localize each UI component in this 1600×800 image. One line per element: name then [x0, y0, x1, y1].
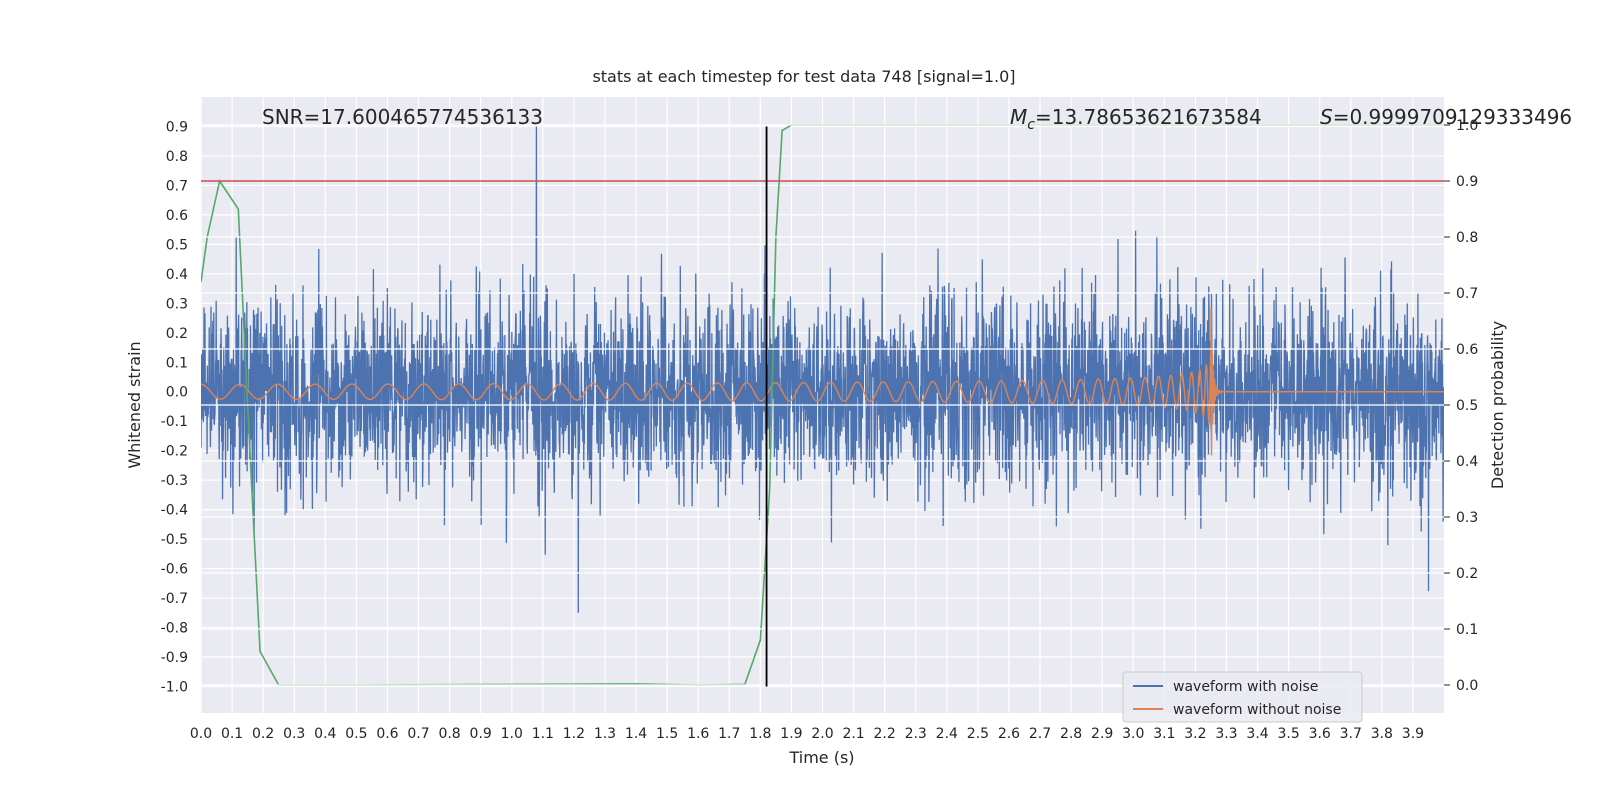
- x-tick-label: 1.1: [532, 726, 554, 742]
- x-tick-label: 2.6: [998, 726, 1020, 742]
- x-tick-label: 2.8: [1060, 726, 1082, 742]
- y-tick-label: 0.7: [166, 178, 188, 194]
- x-tick-label: 0.8: [438, 726, 460, 742]
- x-tick-label: 2.1: [842, 726, 864, 742]
- y-tick-label: -0.8: [161, 621, 188, 637]
- s-annotation: S=0.9999709129333496: [1320, 105, 1572, 129]
- x-tick-label: 3.6: [1309, 726, 1331, 742]
- x-tick-label: 2.4: [936, 726, 958, 742]
- x-tick-label: 3.5: [1277, 726, 1299, 742]
- y2-tick-label: 1.0: [1456, 118, 1478, 134]
- x-tick-label: 3.9: [1402, 726, 1424, 742]
- snr-annotation: SNR=17.600465774536133: [262, 105, 543, 129]
- x-tick-label: 0.1: [221, 726, 243, 742]
- x-tick-label: 3.1: [1153, 726, 1175, 742]
- y-tick-label: 0.0: [166, 385, 188, 401]
- x-tick-label: 3.3: [1215, 726, 1237, 742]
- x-tick-label: 3.0: [1122, 726, 1144, 742]
- y-tick-label: -1.0: [161, 679, 188, 695]
- y2-tick-label: 0.1: [1456, 622, 1478, 638]
- legend: waveform with noise waveform without nois…: [1122, 671, 1363, 723]
- y2-tick-label: 0.4: [1456, 454, 1478, 470]
- series-layer: [201, 124, 1444, 687]
- x-tick-label: 3.7: [1340, 726, 1362, 742]
- y-tick-label: -0.2: [161, 444, 188, 460]
- chirp-mass-annotation: Mc=13.78653621673584: [1010, 105, 1262, 133]
- x-tick-label: 2.3: [905, 726, 927, 742]
- x-tick-label: 0.3: [283, 726, 305, 742]
- y-tick-label: -0.1: [161, 414, 188, 430]
- y-tick-label: 0.1: [166, 355, 188, 371]
- x-tick-label: 0.6: [376, 726, 398, 742]
- x-tick-label: 1.9: [780, 726, 802, 742]
- x-tick-label: 0.4: [314, 726, 336, 742]
- y-tick-label: 0.6: [166, 208, 188, 224]
- series-line-without-noise: [201, 307, 1444, 456]
- x-tick-label: 1.6: [687, 726, 709, 742]
- x-tick-label: 1.5: [656, 726, 678, 742]
- y-tick-label: -0.5: [161, 532, 188, 548]
- y-tick-label: -0.6: [161, 562, 188, 578]
- series-line-detection-probability: [201, 124, 1444, 686]
- y2-tick-label: 0.8: [1456, 230, 1478, 246]
- y-tick-label: 0.9: [166, 119, 188, 135]
- y2-tick-label: 0.0: [1456, 678, 1478, 694]
- chart-title: stats at each timestep for test data 748…: [592, 67, 1015, 86]
- y-axis-label: Whitened strain: [125, 341, 144, 468]
- legend-label: waveform with noise: [1173, 679, 1318, 695]
- legend-label: waveform without noise: [1173, 702, 1341, 718]
- x-tick-label: 0.0: [190, 726, 212, 742]
- x-tick-labels: 0.0 0.1 0.2 0.3 0.4 0.5 0.6 0.7 0.8 0.9 1.0 1.1 1.2 1…: [190, 726, 1424, 742]
- x-tick-label: 1.8: [749, 726, 771, 742]
- y2-tick-label: 0.9: [1456, 174, 1478, 190]
- x-tick-label: 0.7: [407, 726, 429, 742]
- x-tick-label: 1.2: [563, 726, 585, 742]
- y2-axis-label: Detection probability: [1488, 321, 1507, 489]
- y-tick-label: 0.5: [166, 237, 188, 253]
- x-tick-label: 2.2: [874, 726, 896, 742]
- y-tick-labels: 0.9 0.8 0.7 0.6 0.5 0.4 0.3 0.2 0.1 0.0 -0.1 -0.2 -0…: [161, 119, 188, 695]
- legend-box: [1122, 671, 1363, 723]
- y-tick-label: -0.4: [161, 503, 188, 519]
- y-tick-label: -0.3: [161, 473, 188, 489]
- x-tick-label: 3.4: [1246, 726, 1268, 742]
- y-tick-label: -0.7: [161, 591, 188, 607]
- y-tick-label: 0.3: [166, 296, 188, 312]
- y2-tick-label: 0.7: [1456, 286, 1478, 302]
- x-tick-label: 1.4: [625, 726, 647, 742]
- y2-tick-labels: 0.0 0.1 0.2 0.3 0.4 0.5 0.6 0.7 0.8 0.9 1.0: [1444, 118, 1478, 694]
- x-tick-label: 0.2: [252, 726, 274, 742]
- x-tick-label: 3.2: [1184, 726, 1206, 742]
- y2-tick-label: 0.2: [1456, 566, 1478, 582]
- x-tick-label: 2.0: [811, 726, 833, 742]
- x-axis-label: Time (s): [788, 748, 854, 767]
- x-tick-label: 1.0: [501, 726, 523, 742]
- x-tick-label: 1.7: [718, 726, 740, 742]
- x-tick-label: 0.9: [470, 726, 492, 742]
- y-tick-label: -0.9: [161, 650, 188, 666]
- y-tick-label: 0.8: [166, 149, 188, 165]
- x-tick-label: 3.8: [1371, 726, 1393, 742]
- y-tick-label: 0.2: [166, 326, 188, 342]
- x-tick-label: 2.9: [1091, 726, 1113, 742]
- x-tick-label: 1.3: [594, 726, 616, 742]
- y2-tick-label: 0.5: [1456, 398, 1478, 414]
- y2-tick-label: 0.6: [1456, 342, 1478, 358]
- y2-tick-label: 0.3: [1456, 510, 1478, 526]
- x-tick-label: 0.5: [345, 726, 367, 742]
- x-tick-label: 2.5: [967, 726, 989, 742]
- x-tick-label: 2.7: [1029, 726, 1051, 742]
- y-tick-label: 0.4: [166, 267, 188, 283]
